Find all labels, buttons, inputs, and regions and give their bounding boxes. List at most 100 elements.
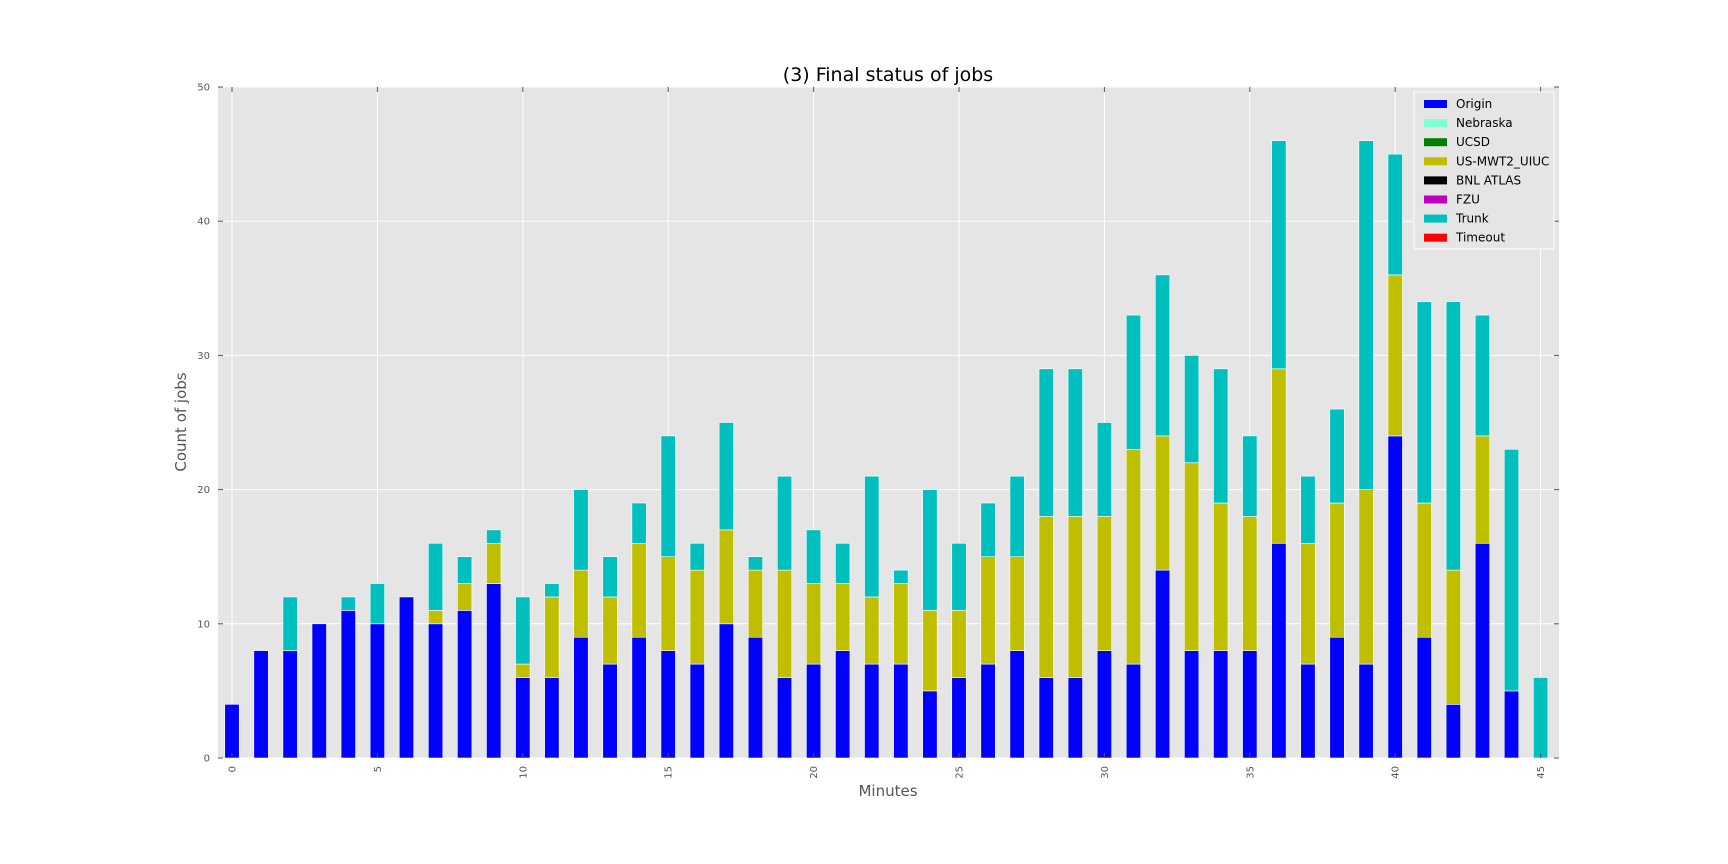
bar-segment-trunk	[1503, 449, 1520, 692]
bar-segment-origin	[1184, 650, 1200, 759]
legend-swatch	[1424, 233, 1447, 242]
y-axis: 0 10 20 30 40 50	[197, 83, 1559, 765]
bar-segment-trunk	[1125, 314, 1142, 450]
bar-segment-origin	[1445, 704, 1461, 759]
bar-segment-origin	[369, 623, 385, 759]
bar-segment-origin	[544, 677, 560, 759]
x-tick-label: 30	[1100, 766, 1111, 779]
bar-segment-us-mwt2-uiuc	[428, 610, 444, 625]
bar-segment-trunk	[1474, 314, 1490, 437]
bars-group	[224, 140, 1549, 759]
bar-segment-trunk	[776, 475, 793, 571]
legend-swatch	[1424, 176, 1447, 185]
bar-segment-origin	[1067, 677, 1083, 759]
y-axis-label: Count of jobs	[172, 372, 190, 471]
legend: Origin Nebraska UCSD US-MWT2_UIUC BNL ATLAS F…	[1413, 91, 1555, 250]
legend-box	[1413, 91, 1555, 250]
bar-segment-trunk	[457, 556, 473, 584]
bar-segment-us-mwt2-uiuc	[1474, 435, 1490, 544]
bar-segment-origin	[486, 583, 502, 759]
bar-segment-origin	[951, 677, 967, 759]
y-tick-label: 0	[204, 754, 210, 765]
bar-segment-us-mwt2-uiuc	[689, 569, 705, 665]
bar-segment-origin	[1271, 542, 1287, 759]
x-tick-label: 10	[518, 766, 529, 779]
bar-segment-us-mwt2-uiuc	[457, 583, 473, 611]
bar-segment-origin	[573, 636, 589, 759]
bar-segment-trunk	[369, 583, 385, 625]
bar-segment-origin	[602, 663, 618, 759]
bar-segment-us-mwt2-uiuc	[1096, 516, 1112, 651]
bar-segment-us-mwt2-uiuc	[631, 542, 647, 638]
legend-label: Origin	[1456, 97, 1492, 111]
legend-label: FZU	[1456, 193, 1480, 207]
x-tick-label: 45	[1536, 766, 1547, 779]
bar-segment-origin	[1009, 650, 1025, 759]
bar-segment-origin	[1096, 650, 1112, 759]
legend-label: UCSD	[1456, 135, 1490, 149]
bar-segment-trunk	[544, 583, 560, 598]
x-tick-label: 35	[1245, 766, 1256, 779]
bar-segment-trunk	[428, 542, 444, 611]
bar-segment-us-mwt2-uiuc	[864, 596, 880, 665]
bar-segment-trunk	[340, 596, 356, 611]
bar-segment-origin	[922, 690, 938, 759]
bar-segment-trunk	[1445, 301, 1461, 571]
bar-segment-origin	[515, 677, 531, 759]
bar-segment-origin	[1329, 636, 1345, 759]
bar-segment-us-mwt2-uiuc	[806, 583, 822, 665]
bar-segment-trunk	[1096, 422, 1112, 517]
bar-segment-trunk	[864, 475, 880, 598]
legend-swatch	[1424, 157, 1447, 166]
bar-segment-us-mwt2-uiuc	[1387, 274, 1403, 437]
bar-segment-us-mwt2-uiuc	[660, 556, 676, 651]
x-tick-label: 5	[373, 766, 384, 772]
y-tick-label: 40	[197, 217, 210, 228]
bar-segment-origin	[1416, 636, 1432, 759]
x-tick-label: 40	[1391, 766, 1402, 779]
bar-segment-us-mwt2-uiuc	[718, 529, 734, 625]
bar-segment-us-mwt2-uiuc	[1125, 449, 1142, 665]
y-tick-label: 30	[197, 351, 210, 362]
bar-segment-us-mwt2-uiuc	[1155, 435, 1171, 571]
bar-segment-us-mwt2-uiuc	[1184, 462, 1200, 651]
bar-segment-trunk	[573, 489, 589, 571]
bar-segment-origin	[253, 650, 269, 759]
legend-label: BNL ATLAS	[1456, 173, 1521, 187]
bar-segment-trunk	[602, 556, 618, 598]
bar-segment-origin	[311, 623, 327, 759]
bar-segment-us-mwt2-uiuc	[544, 596, 560, 678]
y-tick-label: 10	[197, 619, 210, 630]
bar-segment-trunk	[1242, 435, 1258, 517]
bar-segment-us-mwt2-uiuc	[486, 542, 502, 584]
bar-segment-us-mwt2-uiuc	[1358, 489, 1374, 665]
bar-segment-origin	[1300, 663, 1316, 759]
bar-segment-trunk	[1271, 140, 1287, 370]
bar-segment-trunk	[747, 556, 763, 571]
bar-segment-origin	[1242, 650, 1258, 759]
bar-segment-trunk	[835, 542, 851, 584]
bar-segment-us-mwt2-uiuc	[747, 569, 763, 638]
bar-segment-trunk	[1533, 677, 1549, 759]
legend-swatch	[1424, 138, 1447, 147]
bar-segment-us-mwt2-uiuc	[980, 556, 996, 665]
bar-segment-origin	[457, 610, 473, 759]
legend-swatch	[1424, 195, 1447, 204]
bar-segment-us-mwt2-uiuc	[573, 569, 589, 638]
bar-segment-origin	[747, 636, 763, 759]
x-axis: 0 5 10 15 20 25 30 35 40 45	[228, 87, 1547, 779]
bar-segment-origin	[1155, 569, 1171, 759]
bar-segment-us-mwt2-uiuc	[602, 596, 618, 665]
bar-segment-trunk	[718, 422, 734, 531]
bar-segment-trunk	[1155, 274, 1171, 437]
bar-segment-trunk	[1300, 475, 1316, 544]
bar-segment-origin	[660, 650, 676, 759]
legend-swatch	[1424, 214, 1447, 223]
bar-segment-origin	[340, 610, 356, 759]
bar-segment-trunk	[1213, 368, 1229, 504]
bar-segment-us-mwt2-uiuc	[1271, 368, 1287, 544]
bar-segment-trunk	[1358, 140, 1374, 490]
bar-segment-trunk	[1184, 355, 1200, 464]
bar-segment-trunk	[631, 502, 647, 544]
